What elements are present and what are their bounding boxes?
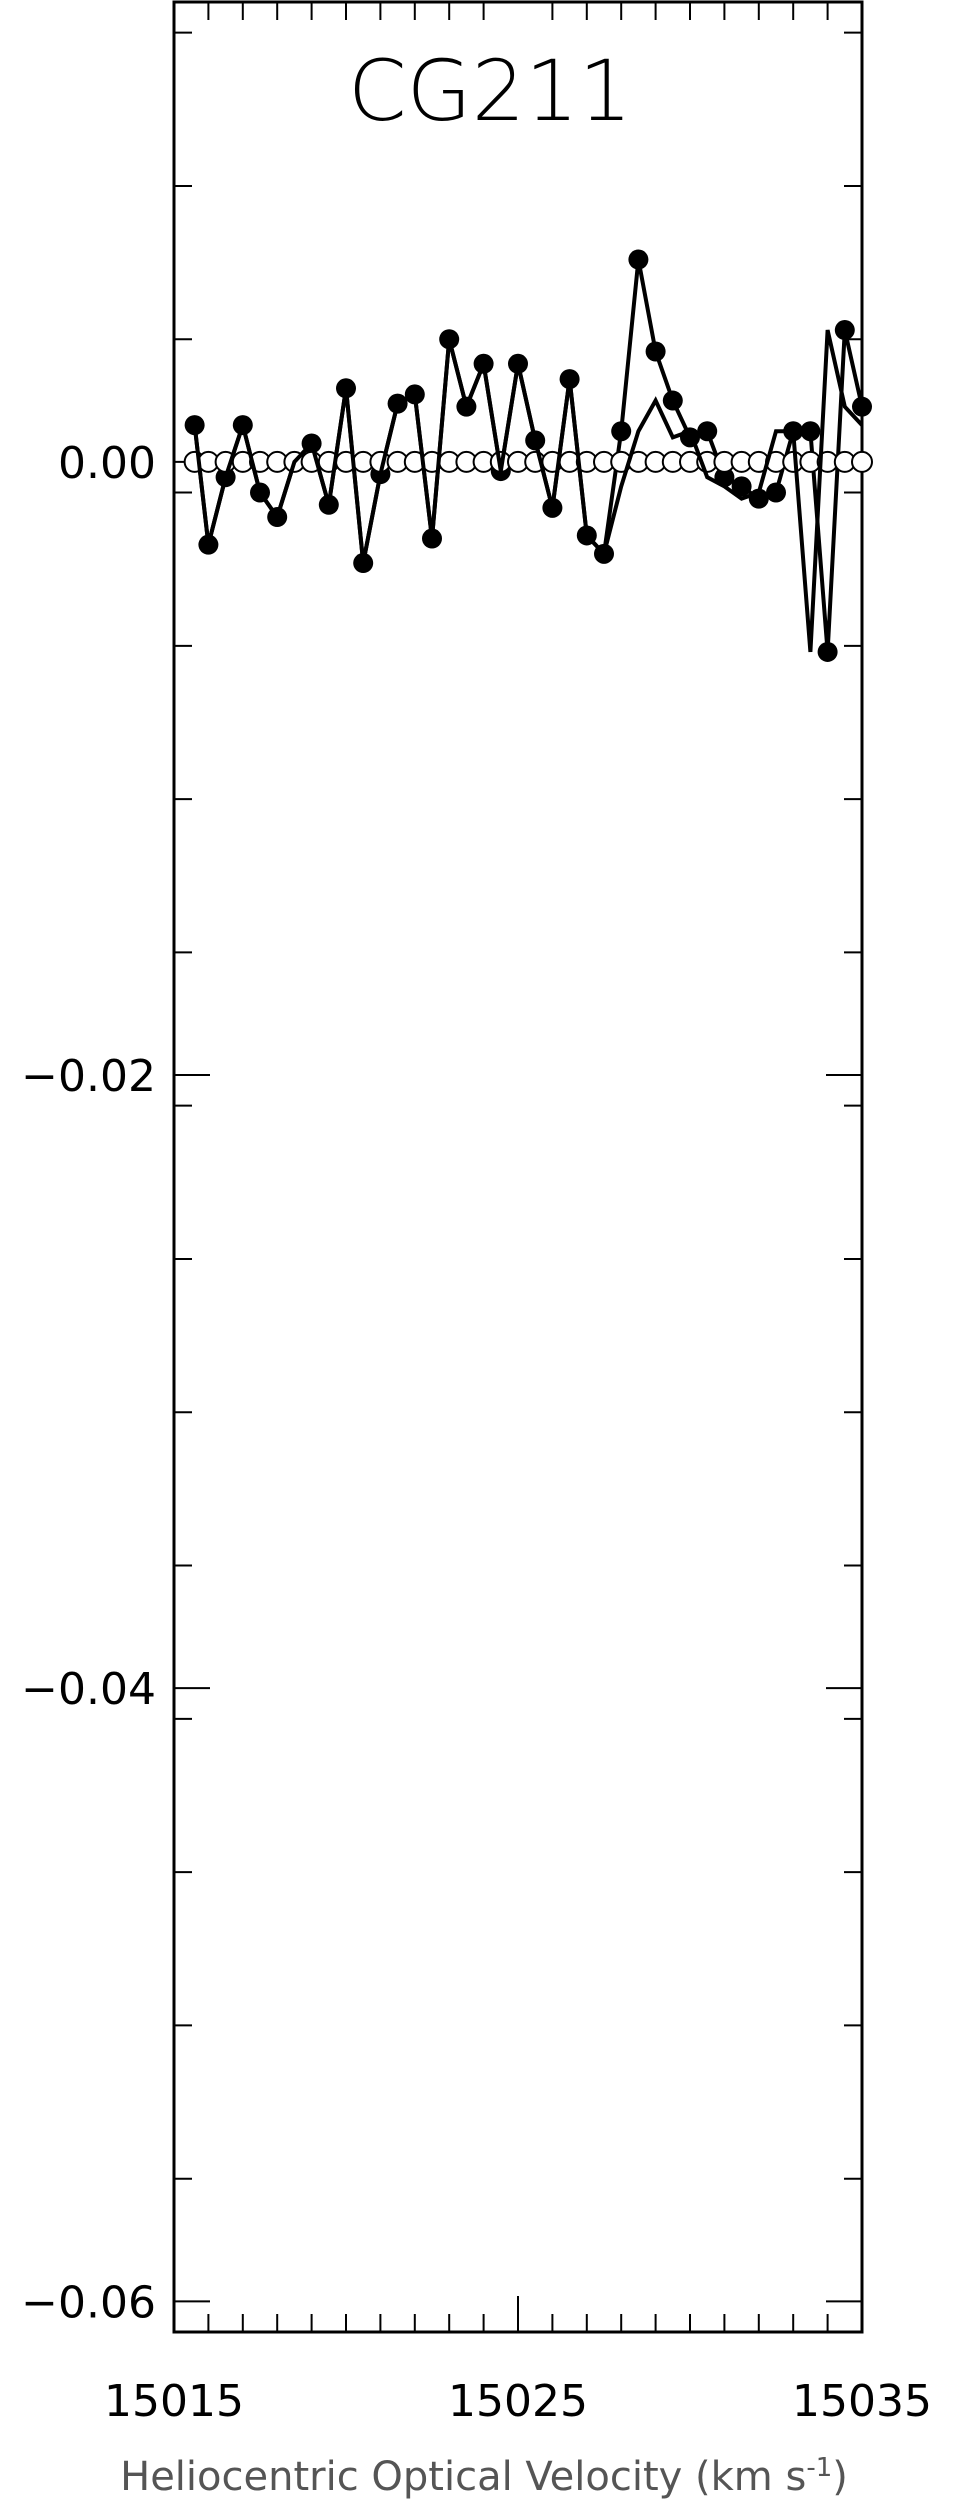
x-axis-title: Heliocentric Optical Velocity (km s-1) [120, 2453, 848, 2499]
observed-point [662, 390, 683, 411]
y-tick-label: −0.04 [21, 1664, 156, 1715]
observed-point [697, 421, 718, 442]
plot-area: 15015 15025 15035 0.00 −0.02 −0.04 −0.06 [21, 0, 932, 2427]
y-tick-label: 0.00 [58, 438, 156, 489]
x-tick-label: 15015 [104, 2376, 244, 2427]
y-tick-label: −0.02 [21, 1051, 156, 1102]
observed-point [731, 476, 752, 497]
x-tick-label: 15035 [792, 2376, 932, 2427]
observed-point [611, 421, 632, 442]
x-tick-label: 15025 [448, 2376, 588, 2427]
x-axis-title-tail: ) [832, 2454, 848, 2499]
x-axis-title-main: Heliocentric Optical Velocity (km s [120, 2454, 806, 2499]
residual-line [192, 329, 864, 653]
observed-point [628, 249, 649, 270]
x-axis-title-exponent: -1 [806, 2453, 832, 2483]
observed-point [645, 341, 666, 362]
observed-point [766, 482, 786, 503]
plot-frame [172, 0, 864, 2334]
observed-point [800, 421, 821, 442]
y-tick-label: −0.06 [21, 2277, 156, 2328]
model-point [851, 450, 873, 473]
chart-title: CG211 [348, 42, 632, 140]
observed-point [852, 396, 872, 417]
observed-point [834, 320, 855, 341]
observed-point [817, 641, 838, 662]
